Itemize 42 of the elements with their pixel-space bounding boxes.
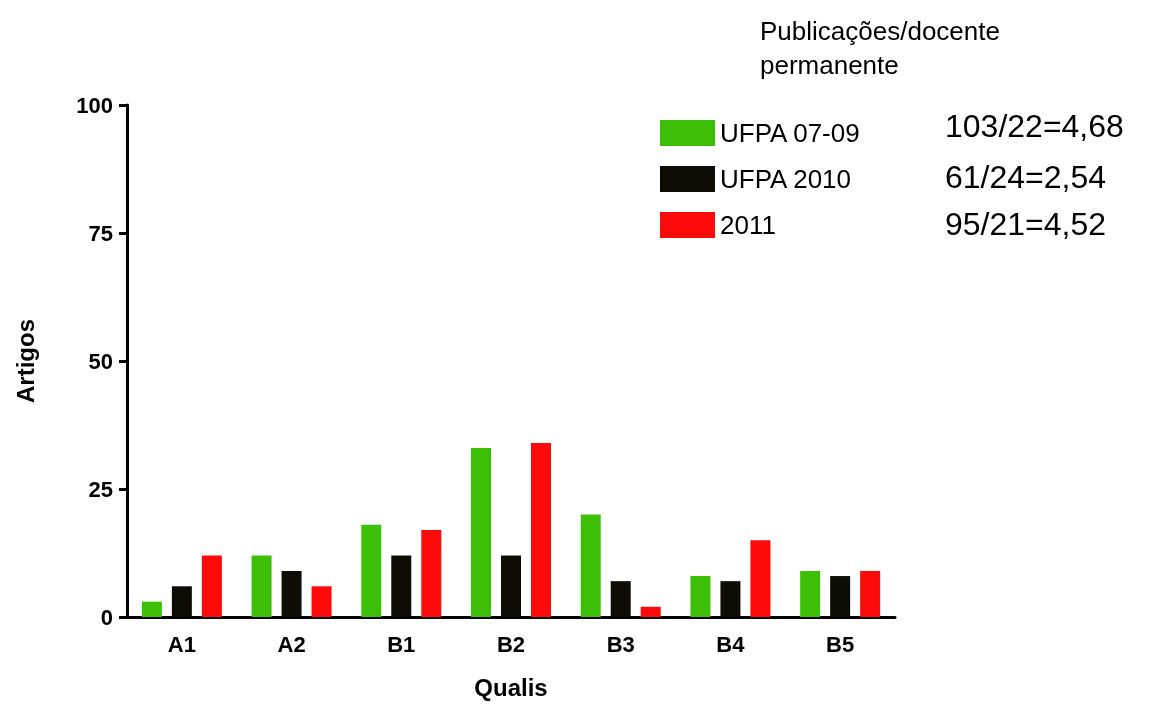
y-tick-label: 50 (88, 348, 113, 374)
text: Publicações/docente permanente (760, 16, 1008, 80)
bar (421, 529, 442, 617)
bar (361, 524, 382, 617)
x-tick-label: B5 (826, 631, 855, 657)
x-tick-label: B4 (716, 631, 746, 657)
bar (531, 442, 551, 617)
bar (690, 576, 711, 617)
text: 61/24=2,54 (945, 159, 1107, 195)
legend-label: 2011 (720, 210, 776, 240)
bar (471, 448, 491, 617)
y-axis-title: Artigos (11, 319, 39, 403)
bar (860, 570, 881, 617)
bar (251, 555, 272, 617)
bar (640, 606, 661, 617)
x-tick-label: A2 (277, 631, 306, 657)
legend-label: UFPA 2010 (720, 164, 852, 194)
y-tick-label: 0 (100, 604, 113, 630)
bar (501, 555, 521, 617)
x-tick-label: A1 (167, 631, 196, 657)
x-tick-label: B2 (496, 631, 526, 657)
bar (391, 555, 412, 617)
x-axis-title: Qualis (474, 673, 548, 701)
bar (281, 570, 302, 617)
x-tick-label: B1 (387, 631, 416, 657)
bar (201, 555, 222, 617)
bar (610, 581, 631, 617)
bar (830, 576, 851, 617)
x-tick-label: B3 (606, 631, 635, 657)
bar (800, 570, 821, 617)
bar (720, 581, 741, 617)
y-tick-label: 100 (76, 92, 113, 118)
legend-label: UFPA 07-09 (720, 118, 860, 148)
y-tick-label: 25 (88, 476, 113, 502)
text: 103/22=4,68 (945, 108, 1124, 144)
bar (311, 586, 332, 617)
bar (580, 514, 601, 617)
text: 95/21=4,52 (945, 206, 1107, 242)
y-tick-label: 75 (88, 220, 113, 246)
bar (750, 540, 771, 617)
bar (171, 586, 192, 617)
bar (141, 601, 162, 617)
